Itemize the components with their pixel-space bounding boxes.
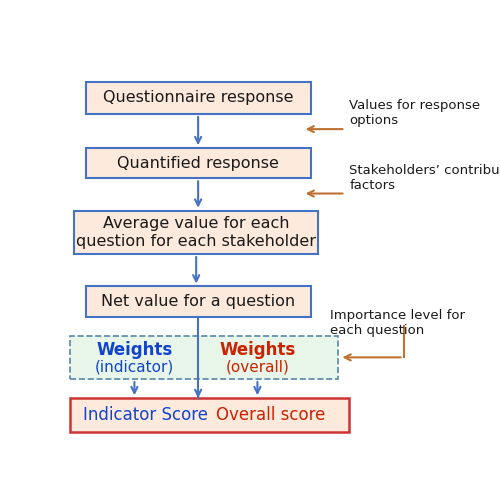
FancyBboxPatch shape bbox=[86, 286, 310, 317]
Text: Questionnaire response: Questionnaire response bbox=[103, 91, 294, 105]
Text: Importance level for
each question: Importance level for each question bbox=[330, 309, 465, 337]
Text: (indicator): (indicator) bbox=[95, 360, 174, 374]
FancyBboxPatch shape bbox=[86, 82, 310, 114]
FancyBboxPatch shape bbox=[70, 336, 338, 379]
Text: Quantified response: Quantified response bbox=[117, 156, 279, 171]
Text: Weights: Weights bbox=[96, 340, 172, 359]
Text: Overall score: Overall score bbox=[216, 406, 326, 424]
Text: Indicator Score: Indicator Score bbox=[83, 406, 208, 424]
FancyBboxPatch shape bbox=[86, 148, 310, 179]
Text: Values for response
options: Values for response options bbox=[349, 99, 480, 127]
Text: Average value for each
question for each stakeholder: Average value for each question for each… bbox=[76, 216, 316, 248]
Text: (overall): (overall) bbox=[226, 360, 290, 374]
Text: Stakeholders’ contribution
factors: Stakeholders’ contribution factors bbox=[349, 164, 500, 191]
FancyBboxPatch shape bbox=[70, 398, 349, 432]
Text: Net value for a question: Net value for a question bbox=[101, 294, 295, 309]
Text: Weights: Weights bbox=[220, 340, 296, 359]
FancyBboxPatch shape bbox=[74, 211, 318, 254]
